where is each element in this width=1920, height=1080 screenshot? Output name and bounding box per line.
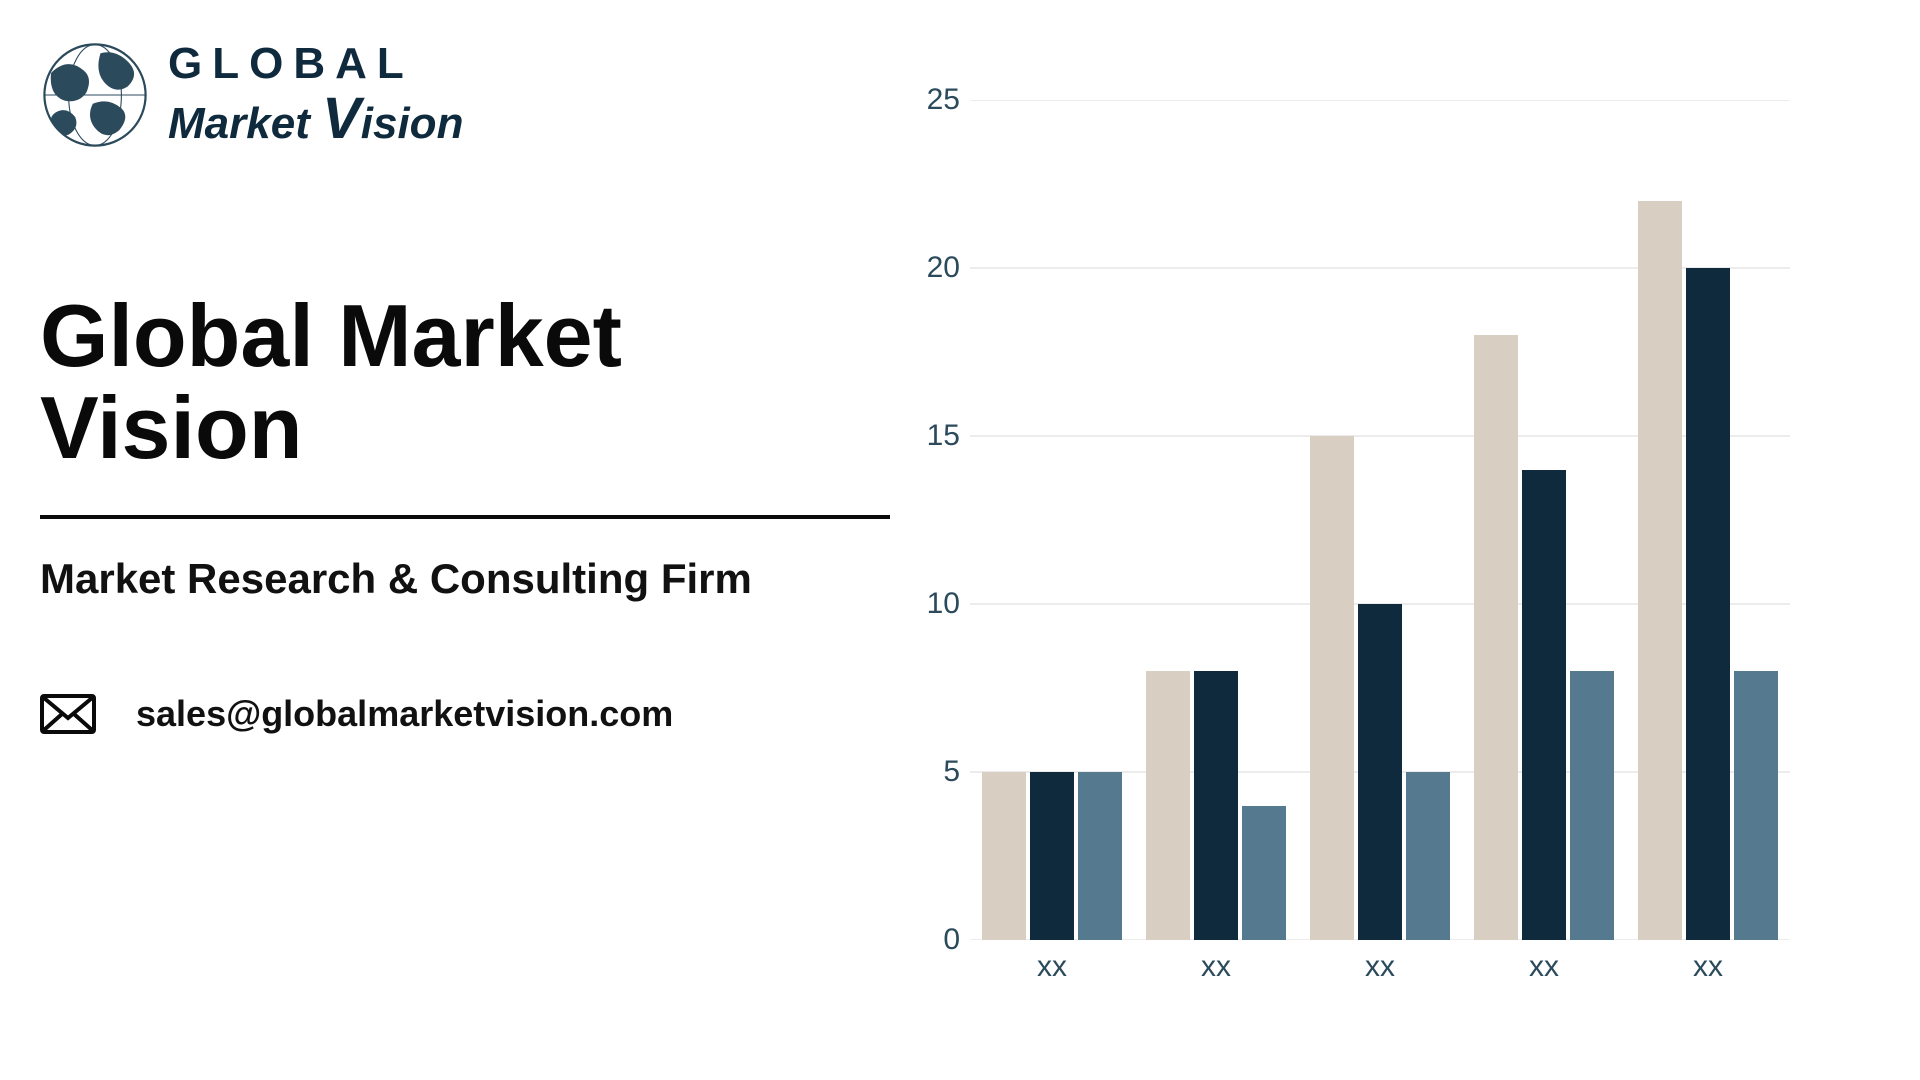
bar — [1686, 268, 1730, 940]
y-tick-label: 20 — [900, 251, 960, 285]
bar — [1638, 201, 1682, 940]
bar — [1570, 671, 1614, 940]
y-tick-label: 0 — [900, 923, 960, 957]
globe-icon — [40, 40, 150, 150]
logo-line1: GLOBAL — [168, 42, 463, 86]
title-divider — [40, 515, 890, 519]
logo: GLOBAL Market Vision — [40, 40, 900, 150]
y-tick-label: 25 — [900, 83, 960, 117]
x-tick-label: xx — [1037, 950, 1067, 984]
bar — [1310, 436, 1354, 940]
logo-text: GLOBAL Market Vision — [168, 42, 463, 148]
bar — [1146, 671, 1190, 940]
bar-chart: 0510152025xxxxxxxxxx — [900, 100, 1820, 1000]
bar — [1358, 604, 1402, 940]
contact-email: sales@globalmarketvision.com — [136, 693, 673, 735]
x-tick-label: xx — [1693, 950, 1723, 984]
y-tick-label: 5 — [900, 755, 960, 789]
logo-line2: Market Vision — [168, 90, 463, 148]
bar — [982, 772, 1026, 940]
bar — [1194, 671, 1238, 940]
plot-area — [970, 100, 1790, 940]
bar — [1030, 772, 1074, 940]
bar — [1522, 470, 1566, 940]
y-tick-label: 10 — [900, 587, 960, 621]
contact-email-row: sales@globalmarketvision.com — [40, 693, 900, 735]
x-tick-label: xx — [1365, 950, 1395, 984]
bar — [1242, 806, 1286, 940]
mail-icon — [40, 694, 96, 734]
x-tick-label: xx — [1529, 950, 1559, 984]
bar — [1406, 772, 1450, 940]
bar — [1474, 335, 1518, 940]
page-subtitle: Market Research & Consulting Firm — [40, 555, 900, 603]
x-tick-label: xx — [1201, 950, 1231, 984]
y-tick-label: 15 — [900, 419, 960, 453]
page-title: Global Market Vision — [40, 290, 900, 475]
bar — [1734, 671, 1778, 940]
bar — [1078, 772, 1122, 940]
